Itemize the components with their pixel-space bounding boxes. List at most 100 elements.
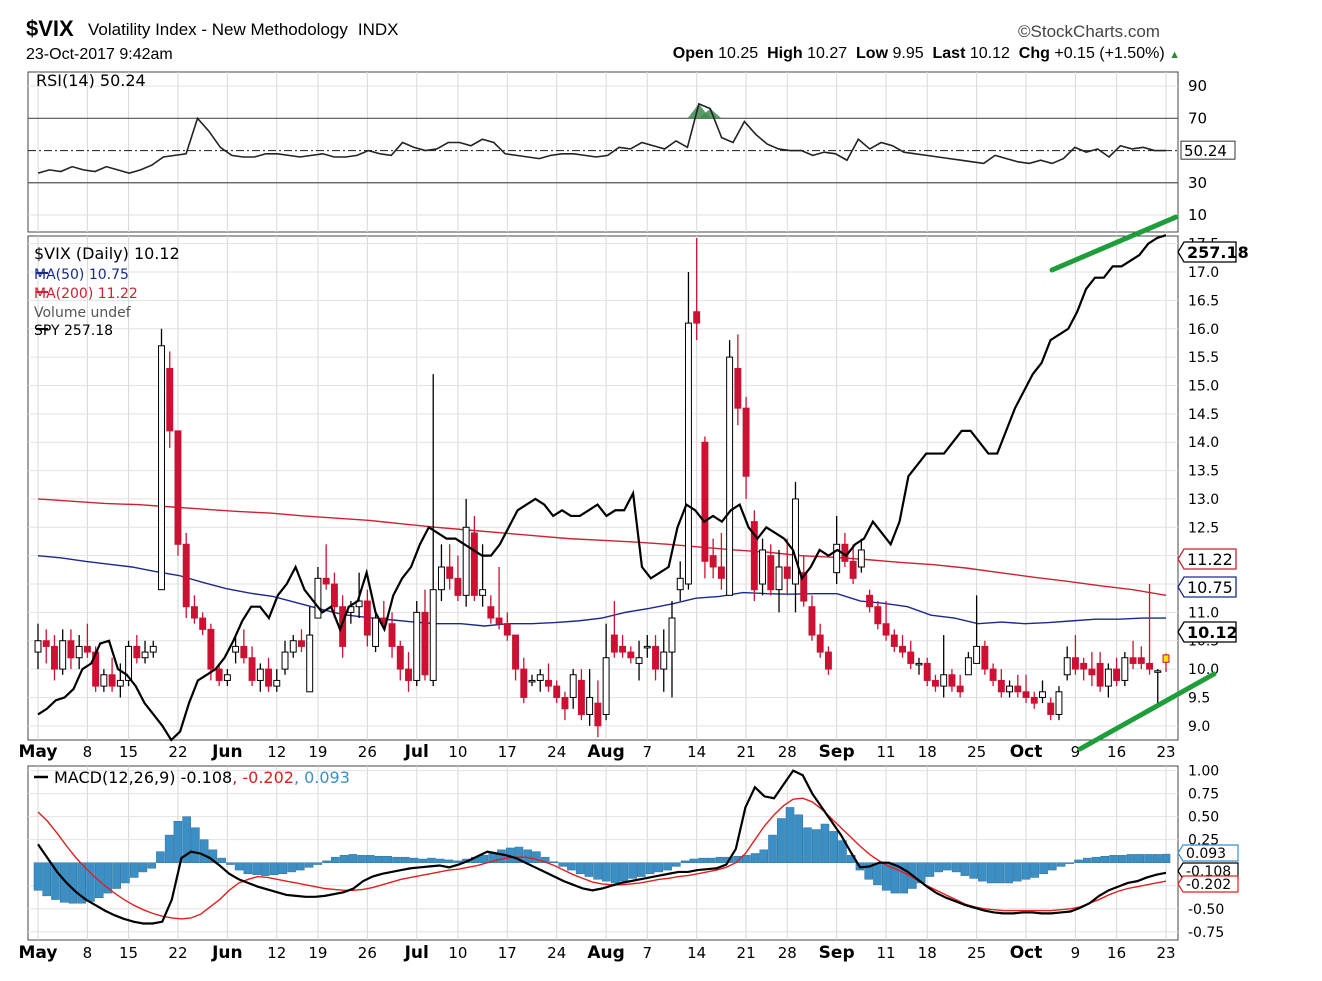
candle (1030, 691, 1038, 709)
candle (158, 328, 165, 591)
macd-histogram-bar (278, 862, 288, 875)
candle-body (923, 662, 931, 681)
macd-histogram-bar (986, 862, 996, 884)
macd-histogram-bar (383, 856, 393, 863)
ma200-line (37, 498, 1167, 597)
candle-body (495, 617, 503, 625)
x-tick-label: 16 (1107, 743, 1126, 761)
x-tick-label: 21 (737, 743, 756, 761)
macd-histogram-bar (768, 834, 777, 863)
macd-histogram-bar (33, 862, 43, 891)
candle-body (759, 549, 767, 585)
candle-body (569, 674, 577, 698)
macd-histogram-bar (698, 857, 707, 863)
candle-body (577, 679, 585, 715)
macd-histogram-bar (532, 851, 541, 863)
candle-body (726, 356, 734, 596)
candle (133, 635, 141, 664)
candle (668, 601, 676, 698)
candle (1006, 680, 1014, 698)
candle (405, 652, 412, 692)
macd-histogram-bar (759, 849, 769, 863)
macd-histogram-bar (995, 862, 1005, 884)
x-tick-label: 26 (358, 944, 377, 962)
candle-body (421, 611, 429, 676)
x-tick-label: 22 (168, 743, 187, 761)
candle-body (816, 634, 824, 653)
macd-histogram-bar (558, 862, 567, 867)
x-tick-label: 22 (168, 944, 187, 962)
candle-body (1146, 662, 1153, 670)
x-tick-label: 8 (83, 743, 93, 761)
x-tick-label: 11 (877, 743, 896, 761)
candle (1162, 653, 1170, 672)
macd-histogram-bar (339, 855, 349, 863)
candle-body (783, 566, 791, 579)
macd-histogram-bar (1048, 862, 1057, 871)
candle-body (454, 577, 462, 596)
macd-histogram-bar (322, 860, 331, 863)
candle (1154, 669, 1162, 704)
candle-body (223, 674, 231, 681)
macd-histogram-bar (435, 858, 445, 863)
candle (899, 635, 906, 658)
x-tick-label: 17 (498, 743, 517, 761)
candle-body (750, 521, 758, 591)
candle (726, 340, 734, 596)
x-tick-label: 9 (1071, 944, 1081, 962)
candle-body (602, 657, 610, 715)
macd-histogram-bar (243, 862, 253, 875)
macd-histogram-bar (969, 862, 978, 879)
candle (42, 629, 50, 664)
price-tick-label: 14.5 (1188, 407, 1219, 423)
candle (594, 680, 602, 738)
price-tick-label: 9.0 (1188, 719, 1210, 735)
candle-body (882, 623, 890, 636)
candle-body (1104, 668, 1112, 687)
macd-histogram-bar (899, 862, 908, 894)
candle-body (1080, 662, 1088, 670)
chart-symbol: $VIX (26, 16, 74, 41)
candle-body (1154, 670, 1162, 673)
candle (956, 674, 964, 698)
x-tick-label: Jul (404, 742, 429, 762)
macd-histogram-bar (943, 862, 952, 871)
quote-datetime: 23-Oct-2017 9:42am (26, 46, 173, 63)
rsi-tick-label: 10 (1188, 206, 1207, 224)
candle-body (34, 640, 42, 653)
candle-body (133, 645, 141, 659)
macd-histogram-bar (296, 862, 305, 871)
macd-histogram-bar (86, 862, 95, 902)
rsi-legend: RSI(14) 50.24 (36, 71, 146, 90)
candle (495, 566, 503, 630)
macd-histogram-bar (820, 823, 830, 863)
candle-body (289, 640, 297, 653)
candle-body (207, 628, 215, 670)
candle (709, 538, 717, 579)
macd-histogram-bar (479, 855, 489, 863)
price-tick-label: 12.5 (1188, 520, 1219, 536)
candle-body (1088, 668, 1096, 676)
candle-body (536, 674, 544, 681)
price-value-label-spy: 257.18 (1187, 243, 1249, 262)
candle-body (652, 645, 659, 670)
candle-body (437, 566, 445, 591)
macd-histogram-bar (147, 862, 156, 869)
candle-body (273, 679, 281, 687)
annotation-downtrend-line (1077, 671, 1217, 752)
candle-body (83, 645, 91, 653)
macd-histogram-bar (654, 862, 664, 873)
macd-histogram-bar (584, 862, 594, 877)
price-tick-label: 16.0 (1188, 322, 1219, 338)
candle (454, 555, 462, 602)
candle (462, 498, 470, 607)
candle (635, 640, 643, 681)
x-tick-label: 24 (547, 944, 566, 962)
candle (289, 635, 297, 658)
brand-logo[interactable]: ©StockCharts.com (1018, 22, 1160, 41)
x-tick-label: Jul (404, 943, 429, 963)
x-tick-label: 9 (1071, 743, 1081, 761)
macd-histogram-bar (269, 862, 279, 875)
macd-histogram-bar (680, 860, 690, 863)
